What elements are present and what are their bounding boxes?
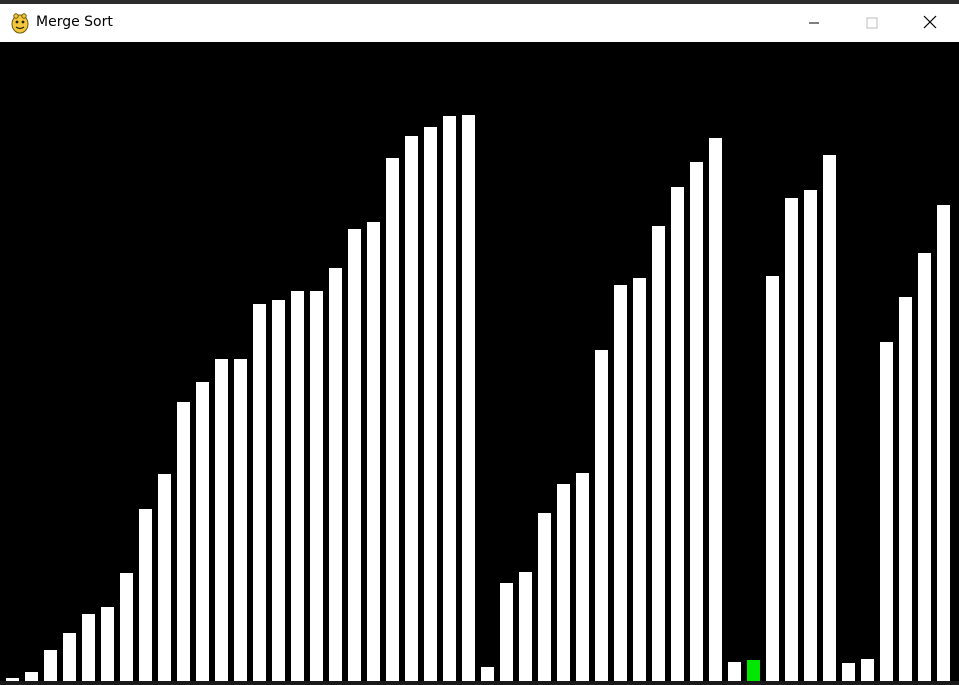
bar [196, 382, 209, 681]
bar [766, 276, 779, 681]
bar [139, 509, 152, 681]
sort-canvas [0, 42, 959, 685]
bar [500, 583, 513, 681]
maximize-button[interactable] [843, 4, 901, 42]
bar [177, 402, 190, 681]
bar [728, 662, 741, 681]
bar [386, 158, 399, 681]
bar [158, 474, 171, 681]
window-title: Merge Sort [36, 14, 113, 30]
bar [44, 650, 57, 681]
bar [424, 127, 437, 681]
bar [82, 614, 95, 681]
bar [709, 138, 722, 681]
bar [367, 222, 380, 681]
window-top-edge [0, 0, 959, 4]
bar [462, 115, 475, 681]
bar [25, 672, 38, 681]
bar [348, 229, 361, 681]
bar [291, 291, 304, 681]
bar-chart [6, 115, 950, 681]
bar [101, 607, 114, 681]
bar [443, 116, 456, 681]
bar [519, 572, 532, 681]
bar [63, 633, 76, 681]
bar [120, 573, 133, 681]
maximize-icon [866, 14, 878, 33]
bar [785, 198, 798, 681]
bar [671, 187, 684, 681]
bar [937, 205, 950, 681]
bar [310, 291, 323, 681]
bar [595, 350, 608, 681]
minimize-icon [808, 14, 820, 33]
close-icon [923, 14, 937, 33]
bar [538, 513, 551, 681]
bar [690, 162, 703, 681]
bar [215, 359, 228, 681]
bar [557, 484, 570, 681]
bar [652, 226, 665, 681]
minimize-button[interactable] [785, 4, 843, 42]
close-button[interactable] [901, 4, 959, 42]
bar [861, 659, 874, 681]
bar [823, 155, 836, 681]
bar [234, 359, 247, 681]
bar [272, 300, 285, 681]
bar [329, 268, 342, 681]
bar [880, 342, 893, 681]
title-bar[interactable]: Merge Sort [0, 4, 959, 42]
bar [614, 285, 627, 681]
python-icon [10, 12, 30, 34]
bar [481, 667, 494, 681]
bar [576, 473, 589, 681]
bar [633, 278, 646, 681]
window-bottom-edge [0, 681, 959, 685]
bar [405, 136, 418, 681]
bar [6, 678, 19, 681]
bar [918, 253, 931, 681]
bar-highlighted [747, 660, 760, 681]
bar [899, 297, 912, 681]
bar [842, 663, 855, 681]
bar [253, 304, 266, 681]
bar [804, 190, 817, 681]
